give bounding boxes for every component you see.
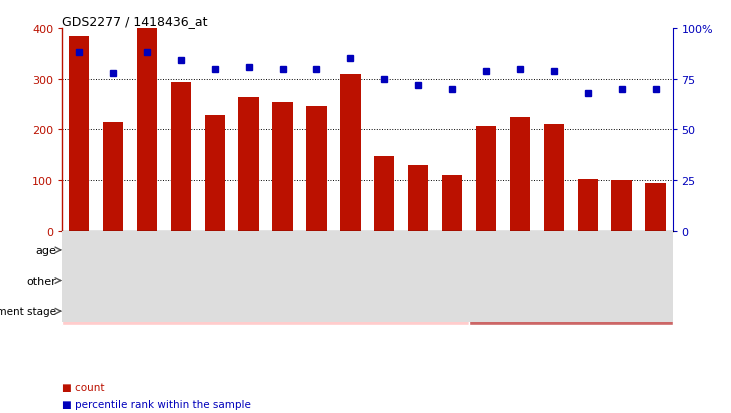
Bar bbox=[611, 180, 632, 231]
Text: prepuberal: prepuberal bbox=[235, 306, 296, 316]
Bar bbox=[442, 176, 462, 231]
Bar bbox=[170, 83, 191, 231]
Bar bbox=[103, 123, 123, 231]
Bar bbox=[510, 117, 530, 231]
Bar bbox=[408, 166, 428, 231]
Bar bbox=[340, 74, 360, 231]
Bar bbox=[69, 36, 89, 231]
Bar bbox=[476, 126, 496, 231]
FancyBboxPatch shape bbox=[367, 267, 469, 294]
Text: polysome: polysome bbox=[289, 276, 344, 286]
Bar bbox=[374, 157, 395, 231]
FancyBboxPatch shape bbox=[265, 267, 367, 294]
Text: age: age bbox=[35, 245, 56, 255]
Bar bbox=[645, 183, 666, 231]
Bar bbox=[577, 179, 598, 231]
Text: RNP: RNP bbox=[203, 276, 226, 286]
FancyBboxPatch shape bbox=[469, 298, 673, 325]
Bar bbox=[205, 116, 225, 231]
FancyBboxPatch shape bbox=[62, 237, 265, 264]
FancyBboxPatch shape bbox=[469, 267, 571, 294]
FancyBboxPatch shape bbox=[469, 237, 673, 264]
Bar bbox=[273, 102, 292, 231]
Text: ■ count: ■ count bbox=[62, 382, 105, 392]
Text: RNP: RNP bbox=[610, 276, 633, 286]
Text: RNP: RNP bbox=[406, 276, 430, 286]
Text: GDS2277 / 1418436_at: GDS2277 / 1418436_at bbox=[62, 15, 208, 28]
Text: 22 d: 22 d bbox=[355, 245, 380, 255]
Bar bbox=[238, 98, 259, 231]
Text: 17 d: 17 d bbox=[151, 245, 176, 255]
Text: polysome: polysome bbox=[493, 276, 547, 286]
Text: adult: adult bbox=[556, 306, 585, 316]
FancyBboxPatch shape bbox=[571, 267, 673, 294]
Text: ■ percentile rank within the sample: ■ percentile rank within the sample bbox=[62, 399, 251, 409]
Text: 60 - 80 d: 60 - 80 d bbox=[546, 245, 596, 255]
Bar bbox=[137, 29, 157, 231]
FancyBboxPatch shape bbox=[265, 237, 469, 264]
FancyBboxPatch shape bbox=[62, 267, 164, 294]
FancyBboxPatch shape bbox=[62, 298, 469, 325]
Bar bbox=[306, 106, 327, 231]
Text: polysome: polysome bbox=[86, 276, 140, 286]
Text: other: other bbox=[26, 276, 56, 286]
Bar bbox=[544, 125, 564, 231]
FancyBboxPatch shape bbox=[164, 267, 265, 294]
Text: development stage: development stage bbox=[0, 306, 56, 316]
